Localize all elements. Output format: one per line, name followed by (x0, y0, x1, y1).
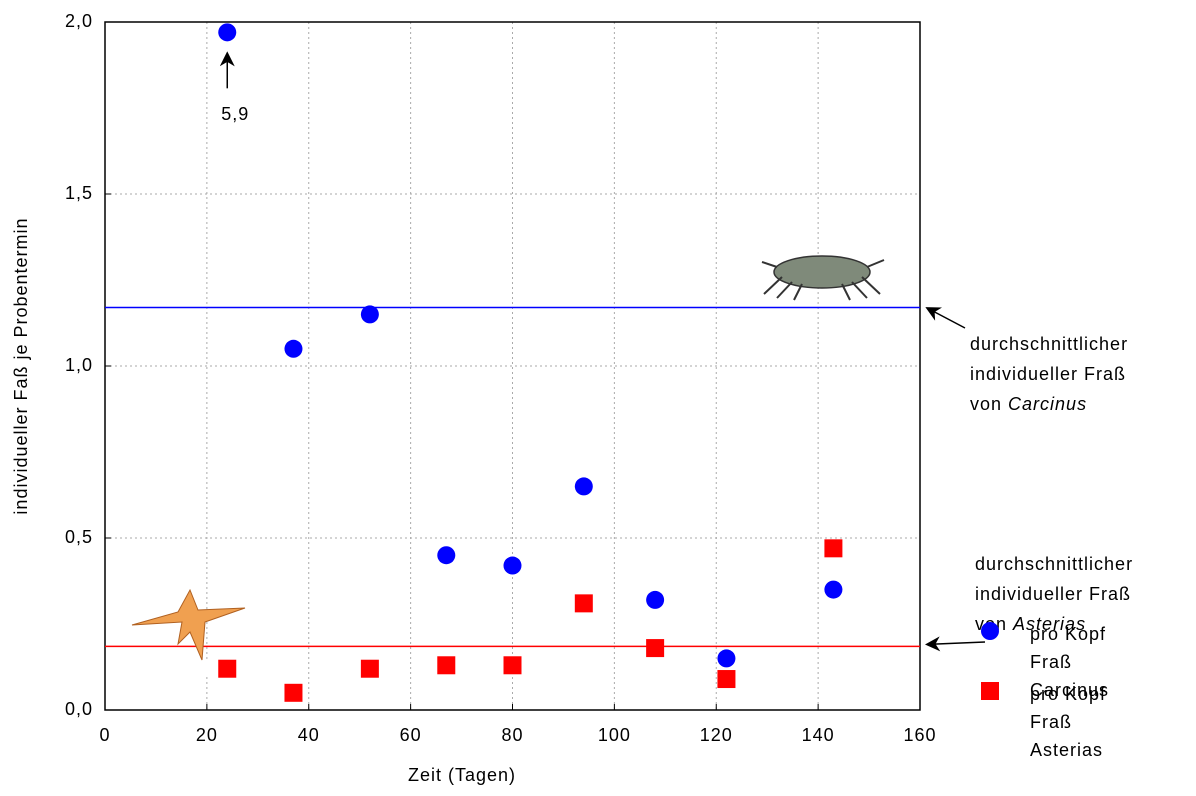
point (437, 656, 456, 675)
x-tick-label: 120 (700, 725, 733, 745)
plot-frame (104, 21, 921, 711)
species-name: Asterias (1012, 614, 1086, 634)
y-tick-label: 0,0 (65, 699, 93, 719)
point (284, 683, 303, 702)
point (717, 649, 736, 668)
reference-label: durchschnittlicher (975, 554, 1133, 574)
point (437, 546, 456, 565)
crab-body (773, 255, 871, 289)
annotation: 5,9 (221, 104, 249, 124)
arrow (925, 636, 986, 652)
x-tick-label: 80 (501, 725, 523, 745)
point (646, 639, 665, 658)
point (646, 590, 665, 609)
y-tick-label: 1,0 (65, 355, 93, 375)
point (824, 539, 843, 558)
x-tick-label: 100 (598, 725, 631, 745)
y-axis-title: individueller Faß je Probentermin (11, 217, 31, 514)
point (503, 556, 522, 575)
point (574, 594, 593, 613)
starfish (131, 588, 246, 661)
arrow (925, 307, 966, 329)
legend-marker (981, 682, 999, 700)
y-tick-label: 2,0 (65, 11, 93, 31)
reference-label: individueller Fraß (975, 584, 1131, 604)
x-tick-label: 60 (400, 725, 422, 745)
reference-label: von Carcinus (970, 394, 1087, 414)
reference-label: durchschnittlicher (970, 334, 1128, 354)
point (218, 23, 237, 42)
point (503, 656, 522, 675)
point (574, 477, 593, 496)
species-name: Carcinus (1008, 394, 1087, 414)
y-tick-label: 1,5 (65, 183, 93, 203)
x-tick-label: 20 (196, 725, 218, 745)
point (824, 580, 843, 599)
crab-legs (761, 259, 885, 301)
crab-icon (761, 255, 885, 301)
legend-label: pro Kopf Fraß Asterias (1030, 684, 1107, 760)
x-tick-label: 160 (903, 725, 936, 745)
point (717, 670, 736, 689)
point (360, 305, 379, 324)
legend-label: pro Kopf Fraß Carcinus (1030, 624, 1110, 700)
point (284, 339, 303, 358)
y-tick-label: 0,5 (65, 527, 93, 547)
x-tick-label: 40 (298, 725, 320, 745)
point (360, 659, 379, 678)
x-tick-label: 140 (802, 725, 835, 745)
x-tick-label: 0 (99, 725, 110, 745)
point (218, 659, 237, 678)
x-axis-title: Zeit (Tagen) (408, 765, 516, 785)
reference-label: von (970, 394, 1002, 414)
legend-marker (981, 622, 999, 640)
reference-label: individueller Fraß (970, 364, 1126, 384)
